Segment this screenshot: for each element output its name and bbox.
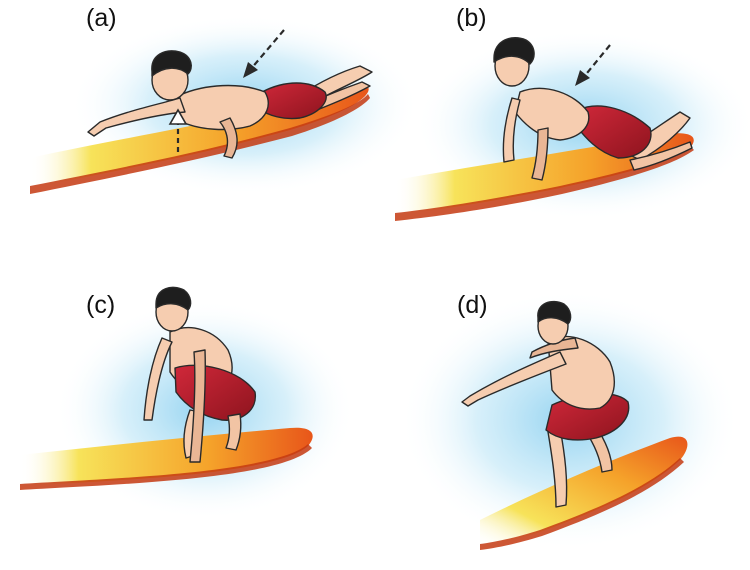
- panel-a: [30, 15, 420, 195]
- surfer-paddling: [87, 50, 373, 159]
- surfboard-c: [20, 427, 313, 490]
- surfer-push-up: [493, 37, 693, 181]
- panel-c: [20, 286, 355, 520]
- dashed-arrow-down-left-icon: [575, 44, 611, 86]
- panel-label-d: (d): [457, 291, 488, 319]
- dashed-arrow-down-left-icon: [243, 29, 285, 78]
- dashed-arrow-up-icon: [168, 108, 188, 152]
- panel-label-c: (c): [86, 291, 116, 319]
- surfer-standing: [461, 300, 630, 508]
- panel-d: [400, 290, 740, 550]
- surfboard-d: [480, 436, 688, 550]
- panel-b: [395, 30, 750, 221]
- panel-label-a: (a): [86, 4, 117, 32]
- surfer-crouching: [143, 286, 256, 463]
- panel-label-b: (b): [456, 4, 487, 32]
